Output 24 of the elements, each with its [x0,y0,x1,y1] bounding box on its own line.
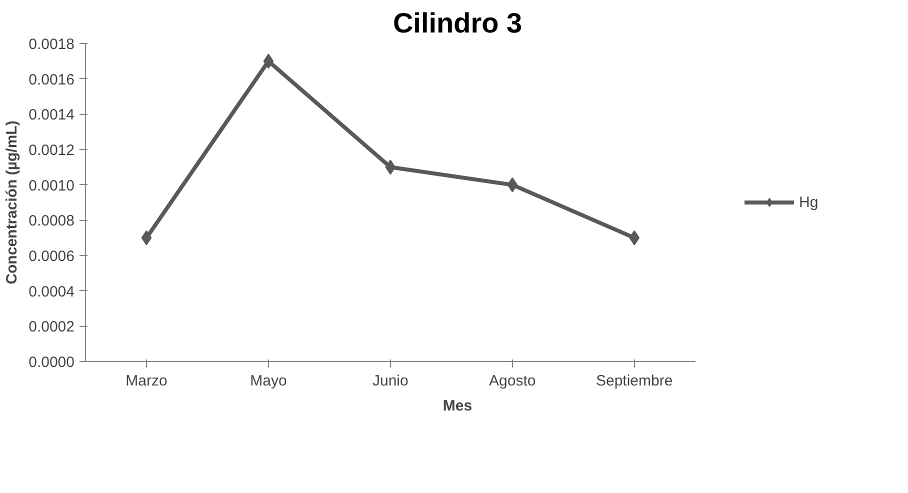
point [385,160,396,175]
y-tick-label: 0.0014 [28,106,75,124]
y-tick-label: 0.0012 [28,142,75,159]
x-axis-title: Mes [442,398,472,414]
x-tick-label: Junio [372,372,408,390]
y-tick-label: 0.0000 [28,354,75,371]
x-tick-label: Marzo [126,372,168,390]
y-tick-label: 0.0002 [28,318,75,336]
y-tick-label: 0.0010 [28,177,75,194]
x-tick-label: Septiembre [596,372,673,390]
point [507,177,518,192]
chart-title: Cilindro 3 [392,8,522,38]
y-tick-label: 0.0004 [28,283,75,300]
point [629,230,640,246]
x-tick-label: Agosto [489,372,536,390]
point [141,230,152,246]
x-tick-label: Mayo [250,372,287,390]
y-tick-label: 0.0008 [28,212,75,230]
point [263,54,274,69]
legend-label: Hg [799,194,819,210]
y-tick-label: 0.0016 [28,71,75,88]
y-tick-label: 0.0018 [28,36,75,53]
y-axis-title: Concentración (µg/mL) [4,120,21,284]
y-tick-label: 0.0006 [28,248,75,265]
